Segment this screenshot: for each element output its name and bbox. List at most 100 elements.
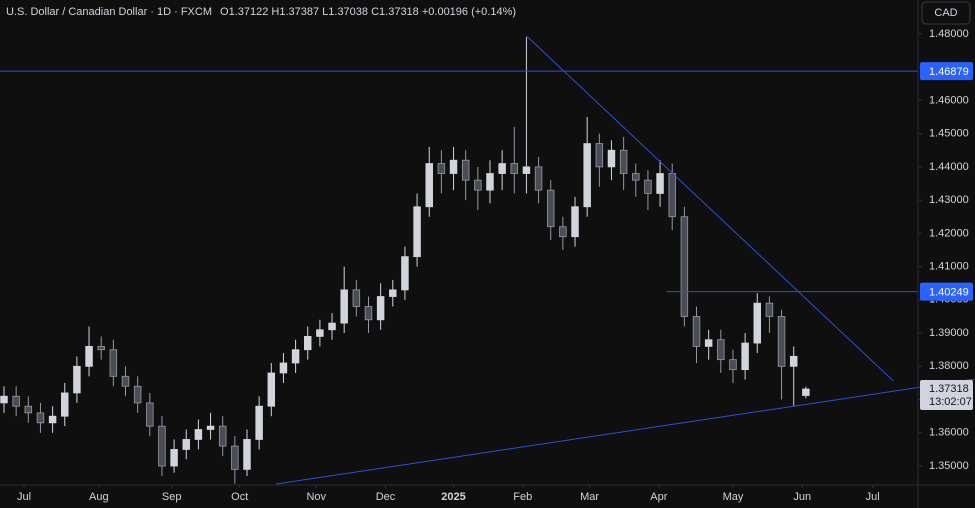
candle-body bbox=[0, 395, 8, 404]
candle-body bbox=[12, 395, 20, 407]
y-tick-label: 1.35000 bbox=[929, 460, 969, 472]
candle-body bbox=[522, 166, 531, 174]
candle-body bbox=[231, 445, 239, 470]
candle-body bbox=[656, 173, 664, 194]
candle-body bbox=[389, 289, 397, 297]
candle-body bbox=[632, 173, 640, 181]
y-tick-label: 1.36000 bbox=[929, 427, 969, 439]
chart-title: U.S. Dollar / Canadian Dollar · 1D · FXC… bbox=[6, 6, 212, 18]
y-tick-label: 1.41000 bbox=[929, 261, 969, 273]
candle-body bbox=[607, 149, 616, 168]
candle-body bbox=[619, 149, 628, 174]
candle-body bbox=[729, 359, 737, 371]
level-label: 1.46879 bbox=[929, 66, 969, 78]
candle-body bbox=[73, 365, 81, 394]
candle-body bbox=[85, 345, 93, 367]
y-tick-label: 1.44000 bbox=[929, 161, 969, 173]
candle-body bbox=[449, 159, 458, 174]
candle-body bbox=[413, 206, 421, 258]
last-price: 1.37318 bbox=[929, 383, 969, 395]
candle-body bbox=[717, 339, 725, 361]
candle-body bbox=[316, 329, 324, 337]
candle-body bbox=[437, 163, 446, 174]
candle-body bbox=[291, 349, 300, 364]
candle-body bbox=[48, 415, 57, 424]
candle-body bbox=[218, 425, 227, 447]
x-tick-label: Nov bbox=[306, 491, 326, 503]
candle-body bbox=[583, 143, 591, 208]
trendline bbox=[526, 35, 894, 382]
y-tick-label: 1.43000 bbox=[929, 194, 969, 206]
candle-body bbox=[146, 402, 154, 427]
x-tick-label: Mar bbox=[580, 491, 599, 503]
candle-body bbox=[304, 336, 312, 351]
y-tick-label: 1.42000 bbox=[929, 227, 969, 239]
currency-label[interactable]: CAD bbox=[934, 7, 957, 19]
x-tick-label: May bbox=[723, 491, 744, 503]
x-tick-label: Apr bbox=[650, 491, 667, 503]
candle-body bbox=[170, 449, 178, 467]
candle-body bbox=[121, 375, 130, 387]
candle-body bbox=[486, 173, 494, 191]
y-tick-label: 1.39000 bbox=[929, 327, 969, 339]
x-tick-label: Aug bbox=[89, 491, 109, 503]
x-tick-label: Jul bbox=[17, 491, 31, 503]
candle-body bbox=[158, 425, 166, 467]
candle-body bbox=[668, 173, 676, 218]
y-tick-label: 1.46000 bbox=[929, 94, 969, 106]
candle-body bbox=[777, 316, 786, 367]
currency-button[interactable] bbox=[921, 1, 971, 25]
candle-body bbox=[182, 439, 190, 450]
candle-body bbox=[340, 289, 348, 324]
candle-body bbox=[376, 296, 385, 321]
candle-body bbox=[498, 163, 506, 174]
candle-body bbox=[279, 362, 288, 374]
candle-body bbox=[133, 385, 142, 404]
candle-body bbox=[595, 143, 604, 168]
candle-body bbox=[680, 216, 689, 317]
candle-body bbox=[36, 412, 45, 424]
x-tick-label: Feb bbox=[513, 491, 532, 503]
y-tick-label: 1.38000 bbox=[929, 360, 969, 372]
candle-body bbox=[765, 302, 774, 317]
candle-body bbox=[243, 439, 251, 470]
candle-body bbox=[24, 405, 33, 414]
candle-body bbox=[255, 405, 263, 440]
y-tick-label: 1.45000 bbox=[929, 128, 969, 140]
candle-body bbox=[206, 425, 215, 430]
x-tick-label: Jul bbox=[866, 491, 880, 503]
candle-body bbox=[559, 226, 567, 238]
candle-body bbox=[510, 163, 519, 174]
x-tick-label: Jun bbox=[793, 491, 811, 503]
plot bbox=[0, 35, 975, 485]
trendline bbox=[276, 378, 975, 485]
candle-body bbox=[789, 355, 798, 367]
level-badge bbox=[920, 282, 973, 301]
candle-body bbox=[328, 322, 336, 331]
candle-body bbox=[753, 302, 762, 344]
price-badge bbox=[920, 379, 973, 410]
candle-body bbox=[267, 372, 276, 407]
x-tick-label: Sep bbox=[162, 491, 182, 503]
candle-body bbox=[97, 345, 105, 351]
countdown: 13:02:07 bbox=[929, 396, 972, 408]
x-tick-label: Oct bbox=[231, 491, 248, 503]
ohlc-legend: O1.37122 H1.37387 L1.37038 C1.37318 +0.0… bbox=[220, 6, 516, 18]
candle-body bbox=[546, 189, 555, 228]
candle-body bbox=[534, 166, 543, 191]
level-badge bbox=[920, 62, 973, 81]
candle-body bbox=[425, 163, 433, 208]
candle-body bbox=[364, 306, 373, 321]
candle-body bbox=[644, 179, 652, 194]
candle-body bbox=[461, 159, 470, 181]
candle-body bbox=[352, 289, 361, 307]
candle-body bbox=[704, 339, 713, 347]
candle-body bbox=[741, 342, 749, 371]
candle-body bbox=[194, 429, 203, 440]
candle-body bbox=[401, 256, 409, 291]
y-tick-label: 1.48000 bbox=[929, 28, 969, 40]
candle-body bbox=[802, 388, 810, 396]
